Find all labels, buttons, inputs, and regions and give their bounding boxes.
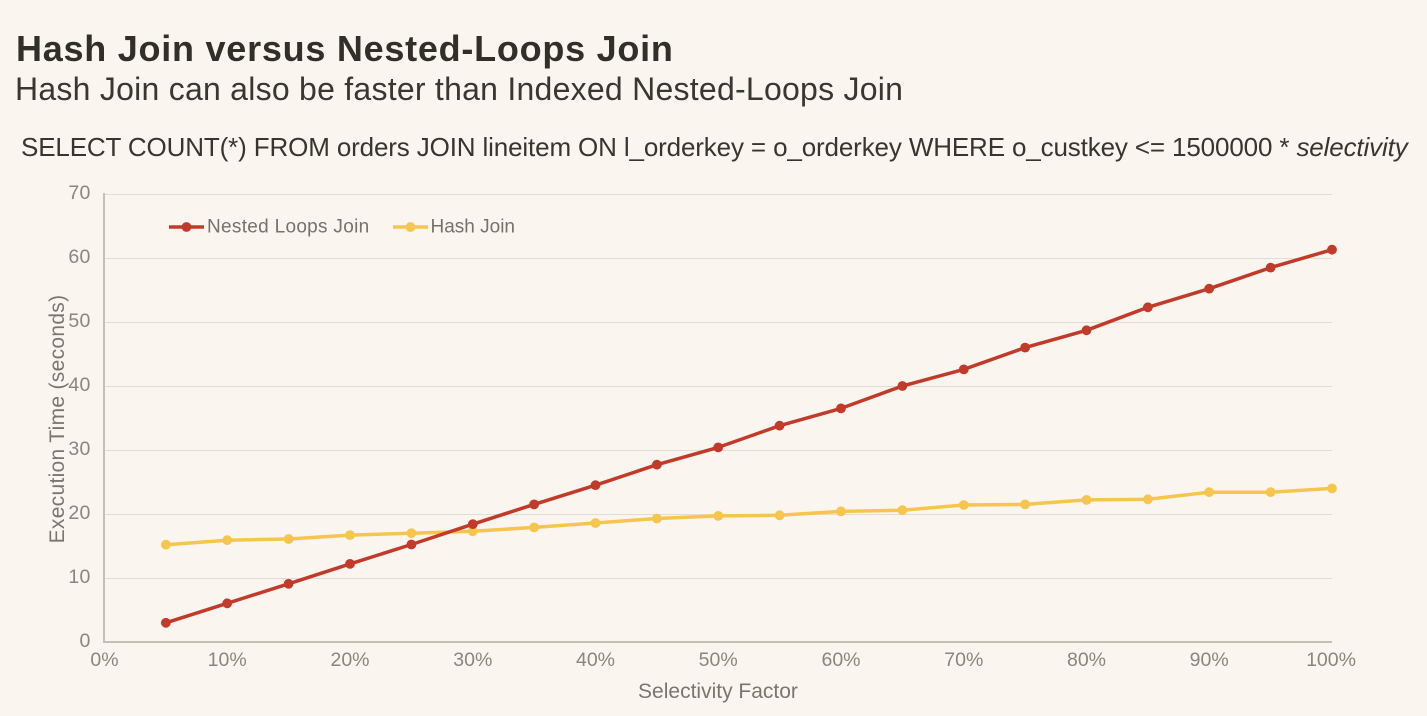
svg-text:100%: 100% (1306, 649, 1356, 671)
svg-text:80%: 80% (1067, 649, 1106, 671)
svg-text:90%: 90% (1190, 649, 1229, 671)
svg-text:50%: 50% (699, 649, 738, 671)
svg-text:20: 20 (68, 502, 90, 524)
svg-text:Selectivity Factor: Selectivity Factor (638, 680, 798, 703)
svg-text:30: 30 (68, 438, 90, 460)
svg-text:Hash Join: Hash Join (431, 217, 516, 238)
svg-text:Execution Time (seconds): Execution Time (seconds) (46, 295, 69, 544)
svg-text:70%: 70% (944, 649, 983, 671)
svg-text:10: 10 (68, 566, 90, 588)
svg-text:70: 70 (68, 182, 90, 204)
svg-text:40: 40 (68, 374, 90, 396)
svg-text:Nested Loops Join: Nested Loops Join (207, 217, 369, 238)
svg-text:0%: 0% (90, 649, 118, 671)
svg-text:40%: 40% (576, 649, 615, 671)
svg-text:50: 50 (68, 310, 90, 332)
svg-text:0: 0 (79, 630, 90, 652)
svg-text:20%: 20% (330, 649, 369, 671)
svg-text:10%: 10% (208, 649, 247, 671)
svg-text:60%: 60% (821, 649, 860, 671)
svg-text:60: 60 (68, 246, 90, 268)
svg-text:30%: 30% (453, 649, 492, 671)
